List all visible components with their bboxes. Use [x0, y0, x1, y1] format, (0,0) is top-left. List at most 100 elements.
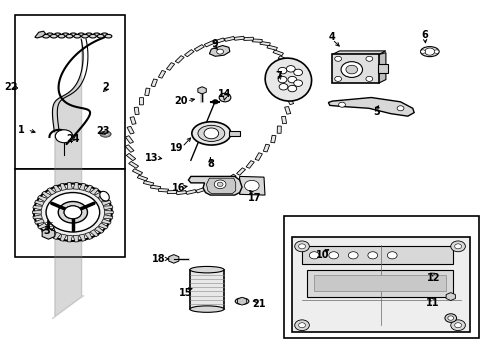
Polygon shape [47, 230, 56, 237]
Circle shape [64, 206, 81, 219]
Polygon shape [128, 161, 138, 168]
Ellipse shape [46, 33, 53, 37]
Bar [314, 275, 445, 291]
Text: 12: 12 [426, 273, 440, 283]
Circle shape [386, 252, 396, 259]
Polygon shape [98, 223, 108, 229]
Polygon shape [198, 87, 206, 94]
Polygon shape [270, 135, 275, 143]
Polygon shape [445, 293, 454, 301]
Ellipse shape [100, 191, 109, 201]
Polygon shape [42, 192, 51, 198]
Ellipse shape [62, 33, 69, 37]
Polygon shape [53, 185, 61, 192]
Polygon shape [206, 184, 216, 190]
Polygon shape [255, 153, 262, 161]
Circle shape [64, 206, 81, 219]
Polygon shape [158, 189, 168, 192]
Text: 20: 20 [174, 96, 187, 106]
Polygon shape [224, 36, 234, 41]
Polygon shape [194, 45, 204, 51]
Polygon shape [126, 153, 136, 161]
Polygon shape [33, 215, 42, 219]
Polygon shape [284, 107, 290, 114]
Polygon shape [94, 192, 103, 198]
Polygon shape [243, 37, 253, 40]
Polygon shape [90, 230, 98, 237]
Polygon shape [101, 219, 111, 224]
Ellipse shape [101, 33, 108, 37]
Polygon shape [175, 56, 184, 63]
Polygon shape [84, 185, 92, 192]
Polygon shape [281, 116, 286, 124]
Polygon shape [144, 88, 150, 96]
Text: 5: 5 [372, 107, 379, 117]
Polygon shape [328, 98, 413, 116]
Ellipse shape [70, 33, 77, 37]
Polygon shape [104, 210, 113, 214]
Circle shape [298, 323, 305, 328]
Circle shape [424, 48, 434, 55]
Polygon shape [158, 71, 165, 78]
Circle shape [347, 252, 357, 259]
Polygon shape [79, 234, 85, 241]
Polygon shape [266, 45, 277, 50]
Polygon shape [263, 144, 269, 152]
Polygon shape [38, 223, 47, 229]
Circle shape [309, 252, 319, 259]
Circle shape [34, 184, 112, 241]
Polygon shape [285, 70, 294, 77]
Polygon shape [286, 87, 295, 95]
Polygon shape [137, 175, 147, 181]
Text: 9: 9 [211, 40, 218, 49]
Polygon shape [196, 187, 206, 193]
Polygon shape [38, 195, 47, 202]
Polygon shape [53, 232, 61, 239]
Polygon shape [35, 31, 45, 38]
Polygon shape [32, 210, 41, 214]
Bar [283, 216, 478, 338]
Text: 13: 13 [145, 153, 158, 163]
Ellipse shape [81, 35, 88, 38]
Circle shape [345, 65, 357, 74]
Polygon shape [286, 97, 293, 105]
Ellipse shape [93, 33, 100, 37]
Circle shape [55, 130, 73, 143]
Polygon shape [134, 107, 139, 114]
Polygon shape [73, 235, 78, 242]
Ellipse shape [78, 33, 84, 37]
Polygon shape [35, 201, 44, 206]
Circle shape [214, 180, 225, 189]
Ellipse shape [264, 58, 311, 101]
Polygon shape [42, 226, 51, 233]
Circle shape [217, 182, 223, 186]
Circle shape [396, 106, 403, 111]
Polygon shape [167, 190, 177, 194]
Text: 8: 8 [206, 159, 213, 169]
Circle shape [334, 56, 341, 61]
Text: 11: 11 [425, 298, 438, 308]
Text: 14: 14 [218, 89, 231, 99]
Text: 24: 24 [66, 134, 80, 144]
Ellipse shape [66, 35, 73, 38]
Bar [189, 270, 224, 309]
Polygon shape [168, 255, 179, 263]
Polygon shape [79, 183, 85, 190]
Ellipse shape [105, 35, 112, 38]
Circle shape [294, 241, 309, 252]
Polygon shape [378, 53, 385, 83]
Polygon shape [84, 232, 92, 239]
Polygon shape [103, 215, 113, 219]
Circle shape [212, 100, 218, 104]
Circle shape [244, 180, 259, 191]
Circle shape [454, 323, 461, 328]
Text: 15: 15 [179, 288, 192, 298]
Ellipse shape [420, 46, 438, 57]
Circle shape [278, 76, 286, 83]
Text: 16: 16 [172, 183, 185, 193]
Text: 4: 4 [328, 32, 335, 41]
Polygon shape [234, 36, 244, 40]
Bar [15, 15, 125, 169]
Text: 18: 18 [152, 254, 165, 264]
Ellipse shape [50, 35, 57, 38]
